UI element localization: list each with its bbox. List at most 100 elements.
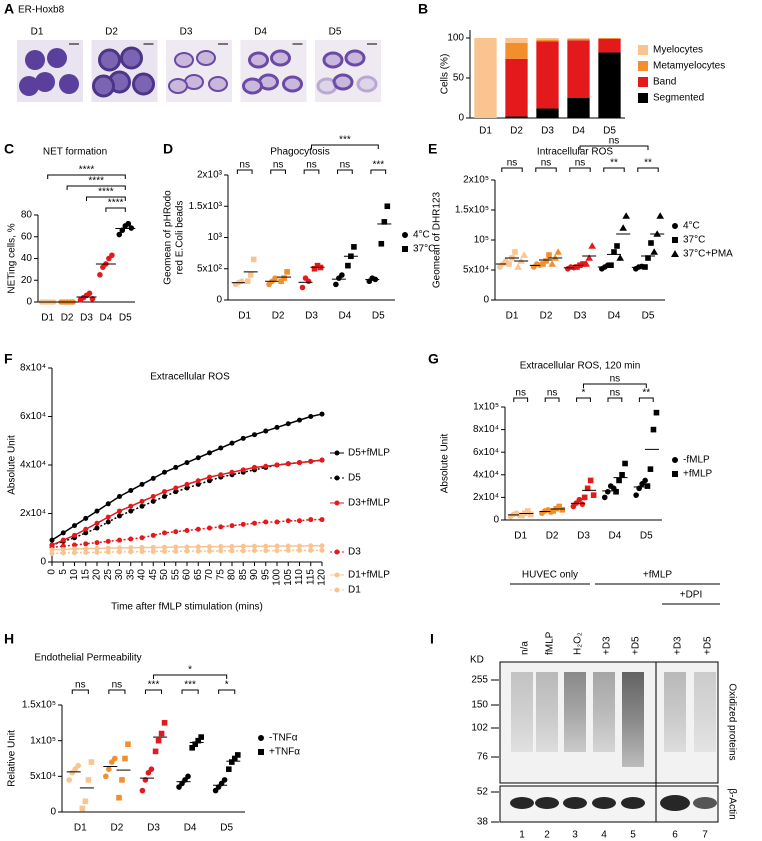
data-point — [319, 547, 325, 553]
legend-label: 4°C — [683, 221, 700, 232]
lane-label: n/a — [520, 641, 531, 655]
series-line — [51, 413, 323, 541]
data-point — [556, 503, 563, 510]
data-point — [308, 458, 314, 464]
y-tick-label: 80 — [21, 210, 33, 221]
data-point — [519, 512, 525, 519]
lane-smear — [564, 672, 586, 752]
data-point — [272, 275, 278, 281]
x-tick-label: D3 — [80, 313, 93, 324]
x-tick-label: D5 — [372, 311, 385, 322]
lane-smear — [694, 672, 716, 752]
y-tick-label: 10⁵ — [474, 235, 489, 246]
legend-label: 37°C+PMA — [683, 249, 733, 260]
significance-bracket — [579, 145, 649, 150]
data-point — [588, 242, 596, 249]
significance-bracket — [144, 689, 163, 694]
lane-number: 4 — [601, 830, 607, 841]
data-point — [152, 748, 159, 755]
y-tick-label: 0 — [458, 113, 464, 124]
x-tick-label: 25 — [103, 569, 114, 581]
cell — [316, 77, 338, 95]
image-label: D3 — [180, 27, 193, 38]
data-point — [72, 546, 77, 552]
data-point — [88, 759, 95, 765]
x-tick-label: D2 — [272, 311, 285, 322]
image-label: D1 — [31, 27, 44, 38]
data-point — [263, 548, 269, 554]
y-tick-label: 5x10⁴ — [463, 265, 489, 276]
legend-label: 37°C — [413, 244, 435, 255]
data-point — [218, 548, 224, 554]
data-point — [83, 515, 89, 521]
y-tick-label: 60 — [21, 231, 33, 242]
data-point — [252, 520, 257, 526]
data-point — [161, 720, 168, 726]
data-point — [574, 264, 580, 270]
data-point — [543, 258, 549, 264]
data-point — [105, 519, 111, 525]
data-point — [548, 260, 556, 267]
bar-segment — [567, 40, 590, 98]
y-tick-label: 2x10⁴ — [20, 508, 46, 519]
data-point — [106, 766, 112, 772]
significance-bracket — [603, 167, 625, 172]
data-point — [229, 548, 235, 554]
kd-label: KD — [470, 655, 484, 666]
data-point — [228, 759, 235, 765]
legend-marker — [334, 587, 340, 593]
data-point — [319, 457, 325, 463]
significance-label: ns — [610, 388, 621, 399]
x-tick-label: 50 — [159, 569, 170, 581]
data-point — [274, 462, 280, 468]
x-tick-label: D4 — [608, 311, 621, 322]
data-point — [514, 263, 522, 270]
data-point — [195, 526, 201, 532]
data-point — [218, 472, 224, 478]
lane-number: 2 — [544, 830, 550, 841]
cell — [208, 76, 228, 92]
data-point — [647, 466, 654, 472]
data-point — [584, 485, 591, 492]
data-point — [252, 464, 257, 470]
significance-bracket — [86, 196, 126, 201]
data-point — [554, 248, 562, 255]
data-point — [339, 272, 345, 278]
data-point — [240, 467, 246, 473]
data-point — [250, 256, 257, 263]
y-axis-label: Absolute Unit — [440, 434, 451, 494]
legend-label: +TNFα — [269, 747, 300, 758]
data-point — [60, 546, 66, 552]
bar-segment — [567, 38, 590, 41]
lane-number: 3 — [572, 830, 578, 841]
data-point — [128, 487, 134, 493]
cell — [25, 50, 45, 70]
legend-label: Myelocytes — [653, 45, 703, 56]
series-line — [51, 518, 322, 549]
significance-label: ** — [610, 158, 618, 169]
x-tick-label: 105 — [283, 569, 294, 586]
cell — [248, 51, 269, 69]
significance-bracket — [637, 167, 659, 172]
data-point — [72, 523, 77, 529]
bar-segment — [598, 38, 621, 53]
data-point — [285, 461, 291, 467]
significance-label: **** — [98, 187, 114, 198]
data-point — [263, 463, 269, 469]
bar-segment — [598, 38, 621, 39]
data-point — [240, 521, 246, 527]
x-tick-label: D4 — [572, 126, 585, 137]
data-point — [619, 224, 627, 231]
data-point — [274, 424, 280, 430]
x-tick-label: 65 — [193, 569, 204, 581]
significance-bracket — [66, 185, 126, 190]
cell — [132, 72, 155, 96]
legend-marker — [334, 500, 340, 506]
data-point — [125, 220, 132, 227]
cell — [35, 72, 55, 92]
data-point — [247, 272, 254, 278]
data-point — [105, 538, 111, 544]
y-tick-label: 2x10⁴ — [473, 492, 499, 503]
cell — [322, 51, 344, 69]
legend-marker — [672, 457, 678, 463]
